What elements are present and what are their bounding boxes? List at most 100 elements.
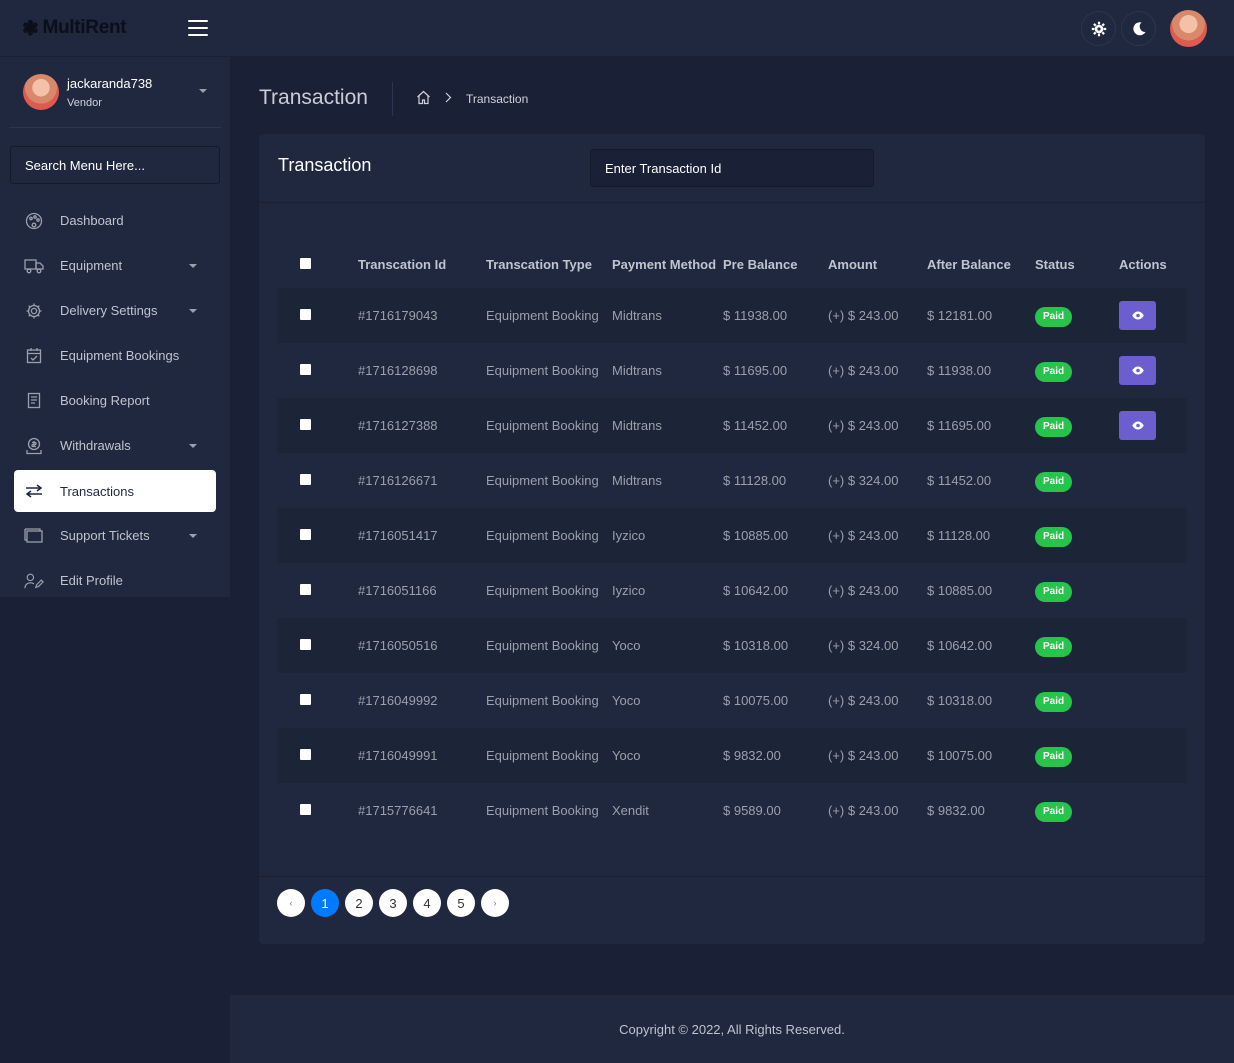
row-checkbox[interactable] xyxy=(300,694,311,705)
row-checkbox[interactable] xyxy=(300,364,311,375)
row-checkbox[interactable] xyxy=(300,309,311,320)
column-header-pre-balance: Pre Balance xyxy=(723,257,798,272)
search-menu-input[interactable]: Search Menu Here... xyxy=(10,146,220,184)
actions-cell xyxy=(1119,673,1187,728)
status-badge: Paid xyxy=(1035,746,1073,767)
pre-balance: $ 11938.00 xyxy=(723,308,788,323)
settings-gear-button[interactable] xyxy=(1081,11,1116,46)
hamburger-menu-icon[interactable] xyxy=(188,20,208,36)
logo[interactable]: ❃ MultiRent xyxy=(22,16,127,41)
pre-balance: $ 10318.00 xyxy=(723,638,789,653)
transaction-id: #1716126671 xyxy=(358,473,438,488)
status-badge: Paid xyxy=(1035,526,1073,547)
truck-icon xyxy=(24,257,44,275)
home-icon[interactable] xyxy=(416,90,431,108)
select-all-checkbox[interactable] xyxy=(300,258,311,269)
user-profile-dropdown[interactable]: jackaranda738 Vendor xyxy=(9,57,221,128)
status-badge: Paid xyxy=(1035,691,1073,712)
pagination-page-3[interactable]: 3 xyxy=(379,889,407,917)
transaction-id: #1716179043 xyxy=(358,308,438,323)
gear-icon xyxy=(24,302,44,320)
view-details-button[interactable] xyxy=(1119,301,1156,330)
transaction-type: Equipment Booking xyxy=(486,693,599,708)
transaction-type: Equipment Booking xyxy=(486,418,599,433)
amount: (+) $ 324.00 xyxy=(828,638,899,653)
transaction-type: Equipment Booking xyxy=(486,473,599,488)
actions-cell xyxy=(1119,453,1187,508)
sidebar-item-transactions[interactable]: Transactions xyxy=(14,470,216,512)
eye-icon xyxy=(1131,421,1144,430)
sidebar-item-edit-profile[interactable]: Edit Profile xyxy=(0,558,230,603)
row-checkbox[interactable] xyxy=(300,749,311,760)
status-badge: Paid xyxy=(1035,801,1073,822)
sidebar-item-equipment-bookings[interactable]: Equipment Bookings xyxy=(0,333,230,378)
transaction-id-search-input[interactable] xyxy=(590,149,874,187)
actions-cell xyxy=(1119,563,1187,618)
payment-method: Midtrans xyxy=(612,363,662,378)
sidebar-item-dashboard[interactable]: Dashboard xyxy=(0,198,230,243)
amount: (+) $ 243.00 xyxy=(828,693,899,708)
top-bar xyxy=(230,0,1234,57)
amount: (+) $ 243.00 xyxy=(828,748,899,763)
transaction-type: Equipment Booking xyxy=(486,308,599,323)
payment-method: Yoco xyxy=(612,748,641,763)
caret-down-icon xyxy=(189,534,197,538)
table-row: #1716051417 Equipment Booking Iyzico $ 1088… xyxy=(277,508,1187,563)
after-balance: $ 10885.00 xyxy=(927,583,993,598)
table-row: #1716179043 Equipment Booking Midtrans $ 11… xyxy=(277,288,1187,343)
pagination-page-1[interactable]: 1 xyxy=(311,889,339,917)
table-row: #1716051166 Equipment Booking Iyzico $ 1064… xyxy=(277,563,1187,618)
sidebar: ❃ MultiRent jackaranda738 Vendor Search … xyxy=(0,0,230,597)
money-icon xyxy=(24,437,44,455)
logo-icon: ❃ xyxy=(22,17,39,40)
pagination-next-button[interactable]: › xyxy=(481,889,509,917)
sidebar-item-label: Transactions xyxy=(60,483,134,499)
calendar-check-icon xyxy=(24,347,44,365)
pagination-page-2[interactable]: 2 xyxy=(345,889,373,917)
row-checkbox[interactable] xyxy=(300,584,311,595)
amount: (+) $ 243.00 xyxy=(828,803,899,818)
status-badge: Paid xyxy=(1035,361,1073,382)
view-details-button[interactable] xyxy=(1119,356,1156,385)
sidebar-item-equipment[interactable]: Equipment xyxy=(0,243,230,288)
column-header-type: Transcation Type xyxy=(486,257,592,272)
row-checkbox[interactable] xyxy=(300,474,311,485)
transaction-id: #1716050516 xyxy=(358,638,438,653)
row-checkbox[interactable] xyxy=(300,639,311,650)
pagination-prev-button[interactable]: ‹ xyxy=(277,889,305,917)
caret-down-icon xyxy=(199,89,207,93)
dark-mode-toggle[interactable] xyxy=(1121,11,1156,46)
card-title: Transaction xyxy=(278,155,372,175)
sidebar-item-support-tickets[interactable]: Support Tickets xyxy=(0,513,230,558)
payment-method: Iyzico xyxy=(612,528,646,543)
table-body: #1716179043 Equipment Booking Midtrans $ 11… xyxy=(277,288,1187,838)
eye-icon xyxy=(1131,311,1144,320)
payment-method: Midtrans xyxy=(612,308,662,323)
avatar xyxy=(23,74,59,110)
row-checkbox[interactable] xyxy=(300,529,311,540)
status-badge: Paid xyxy=(1035,416,1073,437)
row-checkbox[interactable] xyxy=(300,804,311,815)
pagination-page-4[interactable]: 4 xyxy=(413,889,441,917)
row-checkbox[interactable] xyxy=(300,419,311,430)
pre-balance: $ 10075.00 xyxy=(723,693,789,708)
column-header-after-balance: After Balance xyxy=(927,257,1011,272)
transaction-type: Equipment Booking xyxy=(486,803,599,818)
sidebar-item-withdrawals[interactable]: Withdrawals xyxy=(0,423,230,468)
pre-balance: $ 11452.00 xyxy=(723,418,788,433)
view-details-button[interactable] xyxy=(1119,411,1156,440)
actions-cell xyxy=(1119,728,1187,783)
pagination-page-5[interactable]: 5 xyxy=(447,889,475,917)
transaction-type: Equipment Booking xyxy=(486,583,599,598)
status-badge: Paid xyxy=(1035,306,1073,327)
pagination: ‹ 1 2 3 4 5 › xyxy=(277,889,509,917)
sidebar-item-delivery-settings[interactable]: Delivery Settings xyxy=(0,288,230,333)
status-badge: Paid xyxy=(1035,636,1073,657)
caret-down-icon xyxy=(189,444,197,448)
after-balance: $ 10642.00 xyxy=(927,638,993,653)
avatar[interactable] xyxy=(1170,10,1207,47)
sidebar-item-label: Delivery Settings xyxy=(60,303,158,318)
sidebar-item-booking-report[interactable]: Booking Report xyxy=(0,378,230,423)
transaction-id: #1716127388 xyxy=(358,418,438,433)
page-title: Transaction xyxy=(259,86,368,109)
